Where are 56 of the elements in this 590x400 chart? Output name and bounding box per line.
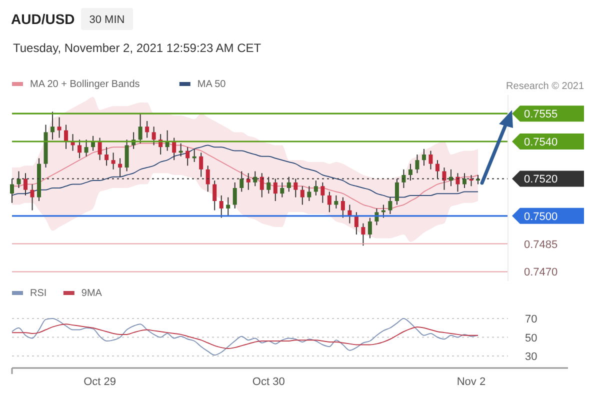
line-series — [12, 324, 478, 349]
y-tick-label: 0.7540 — [524, 136, 558, 148]
y-tick-label: 0.7470 — [524, 266, 558, 279]
candlestick — [320, 182, 325, 204]
candlestick — [232, 182, 237, 209]
y-tick-label: 70 — [525, 314, 538, 326]
candlestick — [354, 212, 358, 235]
candlestick — [50, 111, 55, 140]
line-series — [12, 318, 478, 356]
y-tick-label: 30 — [525, 351, 538, 363]
candlestick — [226, 196, 230, 216]
x-tick-label: Oct 30 — [252, 376, 285, 388]
legend-label: 9MA — [81, 288, 102, 299]
x-tick-label: Nov 2 — [456, 376, 486, 388]
candlestick — [314, 180, 318, 196]
text: Research © 2021 — [506, 81, 584, 92]
candlestick — [428, 150, 433, 170]
candlestick — [84, 139, 88, 157]
candlestick — [212, 180, 217, 211]
candlestick — [186, 146, 190, 166]
y-tick-label: 50 — [525, 332, 538, 344]
y-tick-label: 0.7520 — [524, 174, 558, 186]
candlestick — [30, 184, 34, 211]
legend-label: RSI — [30, 288, 47, 299]
legend-label: MA 20 + Bollinger Bands — [30, 79, 140, 90]
chart-title: AUD/USD — [11, 11, 75, 27]
candlestick — [118, 158, 122, 178]
candlestick — [415, 154, 420, 174]
candlestick — [300, 186, 304, 206]
chart-subtitle: 30 MIN — [89, 14, 125, 26]
candlestick — [334, 194, 338, 209]
candlestick — [280, 182, 284, 198]
candlestick — [145, 120, 150, 138]
candlestick — [388, 196, 392, 215]
candlestick — [307, 186, 312, 202]
candlestick — [98, 137, 102, 161]
candlestick — [111, 152, 116, 170]
y-tick-label: 0.7500 — [524, 210, 558, 223]
candlestick — [361, 222, 366, 246]
candlestick — [152, 126, 156, 146]
candlestick — [124, 139, 129, 172]
candlestick — [138, 113, 142, 144]
y-tick-label: 0.7555 — [524, 108, 558, 121]
text: Tuesday, November 2, 2021 12:59:23 AM CET — [13, 41, 262, 55]
legend-label: MA 50 — [197, 79, 226, 90]
y-tick-label: 0.7485 — [524, 238, 558, 251]
x-tick-label: Oct 29 — [84, 376, 116, 388]
candlestick — [104, 146, 109, 166]
candlestick — [57, 116, 62, 138]
candlestick — [327, 191, 332, 213]
candlestick — [78, 139, 82, 159]
candlestick — [199, 152, 204, 178]
candlestick — [422, 148, 426, 166]
candlestick — [340, 196, 345, 218]
candlestick — [368, 217, 372, 239]
candlestick — [219, 194, 224, 218]
